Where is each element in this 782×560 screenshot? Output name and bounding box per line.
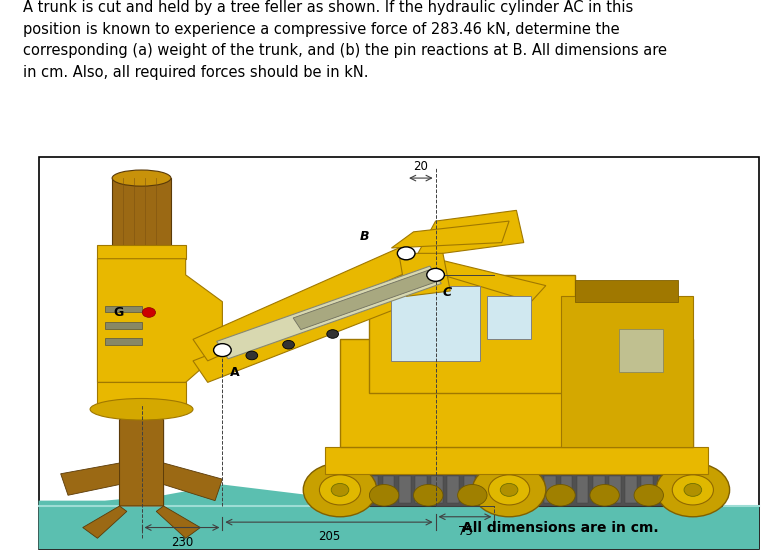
Bar: [98, 245, 185, 259]
Circle shape: [213, 344, 231, 357]
Circle shape: [142, 307, 156, 318]
Circle shape: [634, 484, 663, 506]
Circle shape: [684, 483, 701, 496]
Bar: [105, 338, 142, 345]
Circle shape: [590, 484, 619, 506]
Circle shape: [282, 340, 295, 349]
Text: 230: 230: [170, 535, 193, 549]
Bar: [431, 477, 443, 503]
Bar: [528, 477, 540, 503]
Bar: [674, 477, 686, 503]
Bar: [641, 477, 653, 503]
Bar: [706, 477, 718, 503]
Bar: [561, 296, 693, 447]
Polygon shape: [293, 269, 439, 330]
Bar: [576, 477, 589, 503]
Bar: [325, 447, 708, 474]
Bar: [340, 339, 693, 447]
Text: 20: 20: [414, 160, 429, 172]
Bar: [367, 477, 378, 503]
Circle shape: [369, 484, 399, 506]
Bar: [593, 477, 604, 503]
Bar: [626, 477, 637, 503]
Polygon shape: [38, 484, 759, 549]
Bar: [399, 477, 411, 503]
Text: B: B: [360, 230, 369, 242]
Text: 75: 75: [457, 525, 472, 538]
Ellipse shape: [112, 376, 171, 389]
Bar: [350, 477, 362, 503]
Bar: [487, 296, 531, 339]
Circle shape: [472, 463, 546, 517]
Bar: [382, 477, 394, 503]
Circle shape: [500, 483, 518, 496]
Bar: [496, 477, 508, 503]
Ellipse shape: [112, 170, 171, 186]
Circle shape: [332, 483, 349, 496]
Circle shape: [673, 475, 713, 505]
Polygon shape: [399, 253, 450, 296]
Polygon shape: [156, 506, 200, 538]
Bar: [369, 275, 576, 393]
Bar: [105, 322, 142, 329]
Bar: [447, 477, 459, 503]
Bar: [464, 477, 475, 503]
Bar: [105, 306, 142, 312]
Bar: [576, 280, 678, 302]
Circle shape: [319, 475, 361, 505]
Text: G: G: [113, 306, 124, 319]
Polygon shape: [406, 211, 524, 275]
Circle shape: [489, 475, 529, 505]
Polygon shape: [392, 221, 509, 248]
Text: All dimensions are in cm.: All dimensions are in cm.: [462, 521, 659, 534]
Bar: [112, 178, 171, 382]
Bar: [415, 477, 427, 503]
Circle shape: [656, 463, 730, 517]
Polygon shape: [193, 248, 414, 361]
Polygon shape: [406, 259, 546, 302]
Text: 110: 110: [487, 384, 509, 397]
Text: A trunk is cut and held by a tree feller as shown. If the hydraulic cylinder AC : A trunk is cut and held by a tree feller…: [23, 0, 667, 80]
Polygon shape: [163, 463, 222, 501]
Bar: [392, 286, 479, 361]
Bar: [658, 477, 669, 503]
Bar: [690, 477, 701, 503]
Bar: [318, 477, 330, 503]
Text: A: A: [230, 366, 239, 379]
Circle shape: [327, 330, 339, 338]
Circle shape: [397, 247, 415, 260]
Bar: [334, 477, 346, 503]
Polygon shape: [310, 506, 759, 549]
Text: C: C: [443, 286, 452, 298]
Polygon shape: [120, 404, 163, 506]
Polygon shape: [193, 275, 429, 382]
Bar: [544, 477, 556, 503]
Circle shape: [414, 484, 443, 506]
Bar: [98, 382, 185, 409]
Polygon shape: [98, 259, 222, 382]
Circle shape: [457, 484, 487, 506]
Circle shape: [427, 268, 444, 281]
Bar: [609, 477, 621, 503]
Bar: [479, 477, 491, 503]
Bar: [310, 474, 723, 506]
Polygon shape: [61, 463, 120, 495]
Bar: [619, 329, 663, 372]
Circle shape: [546, 484, 576, 506]
Text: 205: 205: [317, 530, 340, 543]
Circle shape: [246, 351, 258, 360]
Ellipse shape: [90, 399, 193, 420]
Circle shape: [303, 463, 377, 517]
Polygon shape: [217, 266, 441, 359]
Polygon shape: [83, 506, 127, 538]
Bar: [512, 477, 524, 503]
Bar: [561, 477, 572, 503]
